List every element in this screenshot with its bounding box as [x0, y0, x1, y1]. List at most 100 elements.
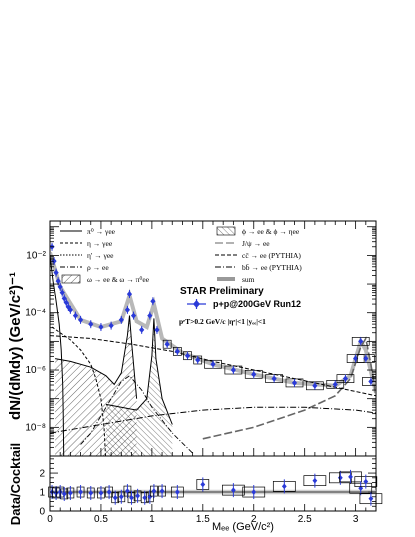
- legend: π⁰ → γee η → γee η' → γee ρ → ee ω → ee & ω …: [60, 226, 302, 284]
- curve--ee-ee-fill: [106, 318, 173, 456]
- data-point: [195, 356, 201, 363]
- ratio-point: [57, 489, 63, 495]
- data-point: [126, 291, 133, 298]
- ratio-point: [112, 494, 118, 501]
- legend-label: sum: [242, 275, 255, 284]
- data-point: [88, 321, 94, 328]
- legend-label: η → γee: [87, 239, 113, 248]
- curve-j-ee: [202, 336, 376, 440]
- data-point: [55, 278, 61, 285]
- curve-bb-ee-pythia-: [50, 406, 376, 434]
- legend-entry: ω → ee & ω → π⁰ee: [61, 274, 150, 284]
- data-point: [358, 338, 364, 345]
- data-point: [353, 355, 359, 362]
- ratio-point: [159, 488, 165, 494]
- legend-entry: π⁰ → γee: [60, 227, 116, 236]
- curve--ee-ee: [105, 318, 173, 425]
- legend-label: ϕ → ee & ϕ → ηee: [242, 227, 300, 236]
- ratio-point: [118, 493, 124, 500]
- legend-swatch: [216, 226, 236, 236]
- legend-label: η' → γee: [87, 251, 114, 260]
- data-points: [50, 242, 376, 391]
- data-point: [291, 379, 298, 386]
- ratio-point: [174, 489, 180, 495]
- ratio-y-tick-label: 0: [39, 507, 45, 518]
- ratio-point: [337, 475, 343, 481]
- y-tick-label: 10⁻⁶: [25, 365, 46, 376]
- legend-entry: bb̄ → ee (PYTHIA): [215, 263, 302, 272]
- main-panel: 10⁻⁸ 10⁻⁶ 10⁻⁴ 10⁻² dN/(dMdy) (GeV/c²)⁻¹ π⁰…: [7, 220, 377, 457]
- data-point: [368, 378, 374, 385]
- legend-entry: η → γee: [60, 239, 113, 248]
- x-tick-label: 2.5: [298, 514, 312, 525]
- ratio-y-axis-label: Data/Cocktail: [8, 443, 23, 525]
- cocktail-curves: [50, 251, 376, 456]
- ratio-point: [142, 494, 148, 501]
- ratio-point: [348, 474, 353, 480]
- ratio-point: [312, 477, 318, 484]
- data-point: [230, 367, 236, 374]
- x-tick-label: 0: [47, 514, 53, 525]
- legend-label: bb̄ → ee (PYTHIA): [242, 263, 302, 272]
- ratio-panel: 0 1 2 0 0.5 1 1.5 2 2.5 3 Data/Cocktail Mₑₑ (GeV…: [8, 443, 383, 533]
- data-point: [51, 258, 57, 265]
- data-point: [147, 312, 153, 319]
- ratio-point: [135, 493, 141, 499]
- ratio-point: [251, 489, 257, 495]
- y-tick-label: 10⁻⁸: [25, 422, 46, 433]
- x-tick-label: 2: [251, 514, 257, 525]
- ratio-y-tick-label: 1: [39, 488, 45, 499]
- ratio-point: [281, 483, 287, 490]
- legend-label: J/ψ → ee: [242, 239, 270, 248]
- curve--ee-ee: [55, 315, 138, 399]
- data-point: [118, 316, 124, 323]
- x-tick-label: 0.5: [94, 514, 108, 525]
- ratio-point: [67, 490, 73, 496]
- dataset-legend-entry: p+p@200GeV Run12: [187, 299, 301, 309]
- legend-label: cc̄ → ee (PYTHIA): [242, 251, 301, 260]
- data-point: [210, 361, 216, 368]
- x-axis-label: Mₑₑ (GeV/c²): [212, 521, 274, 533]
- data-point: [108, 322, 114, 329]
- ratio-point: [358, 485, 364, 492]
- data-point: [174, 348, 180, 355]
- ratio-point: [98, 490, 104, 496]
- ratio-point: [368, 495, 374, 502]
- ratio-point: [151, 488, 157, 494]
- ratio-point: [53, 490, 59, 496]
- ratio-point: [61, 491, 67, 497]
- data-point: [271, 375, 277, 382]
- data-point: [139, 326, 145, 333]
- ratio-point: [78, 489, 83, 495]
- legend-entry: η' → γee: [60, 251, 114, 260]
- legend-label: ρ → ee: [87, 263, 109, 272]
- data-point: [154, 326, 160, 333]
- data-point: [150, 298, 156, 305]
- preliminary-label: STAR Preliminary: [180, 286, 264, 297]
- x-tick-label: 1: [149, 514, 155, 525]
- data-point: [164, 341, 170, 348]
- y-axis-label: dN/(dMdy) (GeV/c²)⁻¹: [7, 272, 24, 420]
- data-point: [363, 355, 369, 362]
- data-point: [342, 375, 349, 382]
- data-point: [57, 283, 63, 290]
- cuts-label: pᵉT>0.2 GeV/c |ηᵉ|<1 |yₑₑ|<1: [179, 317, 266, 326]
- data-point: [332, 381, 338, 388]
- data-point: [98, 324, 104, 331]
- legend-entry: cc̄ → ee (PYTHIA): [215, 251, 301, 260]
- data-point: [53, 269, 59, 276]
- data-point: [130, 312, 137, 319]
- data-point: [67, 306, 73, 313]
- ratio-point: [88, 490, 94, 496]
- ratio-point: [200, 481, 206, 488]
- x-tick-label: 1.5: [196, 514, 210, 525]
- legend-entry: ϕ → ee & ϕ → ηee: [216, 226, 300, 236]
- data-point: [184, 352, 191, 359]
- y-axis-ratio: 0 1 2: [39, 458, 376, 518]
- ratio-point: [106, 489, 112, 495]
- legend-swatch: [217, 277, 235, 281]
- ratio-frame: [49, 455, 377, 512]
- ratio-point: [129, 494, 134, 501]
- data-point: [59, 289, 65, 296]
